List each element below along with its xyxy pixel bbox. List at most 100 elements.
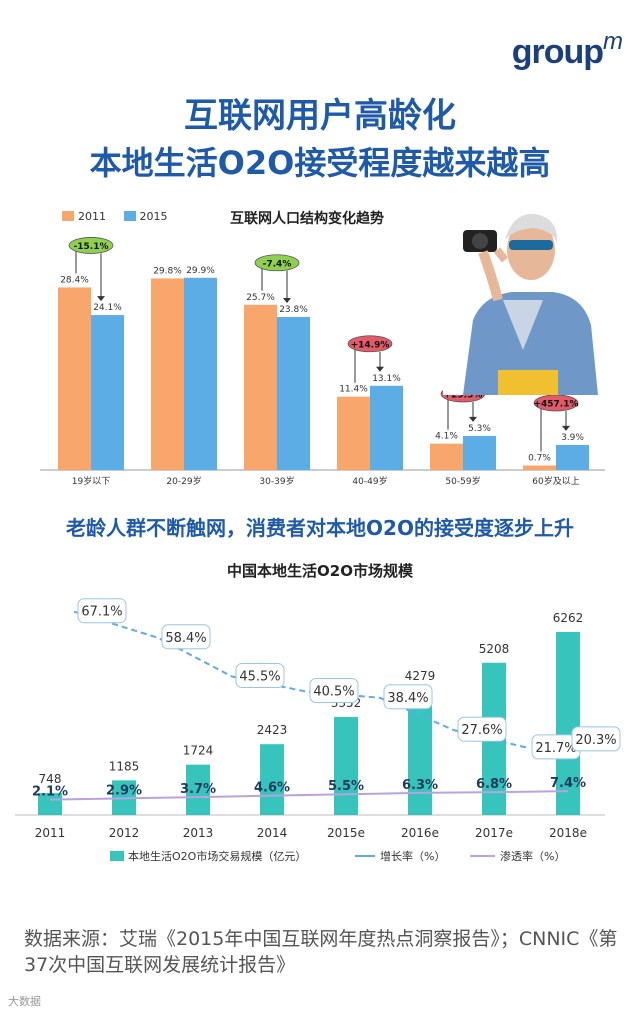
market-bar-2014 xyxy=(260,744,284,815)
market-value-2018e: 6262 xyxy=(553,611,584,625)
bar-2011-60岁及以上 xyxy=(523,465,556,470)
bar-2015-40-49岁 xyxy=(370,385,403,470)
change-arrowhead-19岁以下 xyxy=(97,296,105,302)
year-2017e: 2017e xyxy=(475,826,513,840)
change-label-60岁及以上: +457.1% xyxy=(533,399,578,409)
data-source: 数据来源：艾瑞《2015年中国互联网年度热点洞察报告》；CNNIC《第37次中国… xyxy=(24,928,618,976)
category-60岁及以上: 60岁及以上 xyxy=(532,475,579,487)
legend-market: 本地生活O2O市场交易规模（亿元） xyxy=(128,849,306,863)
change-arrowhead-30-39岁 xyxy=(283,298,291,303)
bar-2011-40-49岁 xyxy=(337,396,370,470)
bar-2015-20-29岁 xyxy=(184,277,217,470)
headline-line2: 本地生活O2O接受程度越来越高 xyxy=(89,144,551,182)
extra-box xyxy=(571,726,621,752)
bar-2015-30-39岁 xyxy=(277,317,310,470)
bar-2011-50-59岁 xyxy=(430,443,463,470)
bar-2011-19岁以下 xyxy=(58,287,91,470)
label-2015-19岁以下: 24.1% xyxy=(93,303,122,313)
groupm-logo: groupm xyxy=(511,28,623,71)
year-2013: 2013 xyxy=(183,826,214,840)
age-structure-chart: 28.4% 24.1% 19岁以下 -15.1% 29.8% 29.9% 20-29岁 25.… xyxy=(40,237,605,487)
market-bar-2013 xyxy=(186,764,210,815)
growth-label-2012: 67.1% xyxy=(81,605,122,620)
category-19岁以下: 19岁以下 xyxy=(72,475,110,487)
legend-growth: 增长率（%） xyxy=(380,849,445,863)
penetration-label-2018e: 7.4% xyxy=(550,776,586,791)
change-label-30-39岁: -7.4% xyxy=(263,259,292,269)
change-arrowhead-40-49岁 xyxy=(376,366,384,372)
headline-line1: 互联网用户高龄化 xyxy=(184,96,456,136)
growth-box-2015e xyxy=(309,678,359,703)
mid-caption: 老龄人群不断触网，消费者对本地O2O的接受度逐步上升 xyxy=(66,516,574,540)
market-bar-2018e xyxy=(556,631,580,815)
category-50-59岁: 50-59岁 xyxy=(445,475,480,487)
year-2011: 2011 xyxy=(35,826,66,840)
growth-label-2016e: 38.4% xyxy=(387,691,428,706)
change-arrowhead-60岁及以上 xyxy=(562,425,570,431)
bar-2015-50-59岁 xyxy=(463,435,496,470)
growth-label-2014: 45.5% xyxy=(239,670,280,685)
penetration-label-2011: 2.1% xyxy=(32,785,68,800)
penetration-line xyxy=(49,790,569,801)
label-2011-40-49岁: 11.4% xyxy=(339,385,368,395)
penetration-label-2012: 2.9% xyxy=(106,783,142,798)
watermark: 大数据 xyxy=(8,995,41,1008)
chart1-title: 互联网人口结构变化趋势 xyxy=(230,211,384,227)
label-2011-60岁及以上: 0.7% xyxy=(528,454,551,464)
category-30-39岁: 30-39岁 xyxy=(259,475,294,487)
category-40-49岁: 40-49岁 xyxy=(352,475,387,487)
penetration-label-2016e: 6.3% xyxy=(402,778,438,793)
change-label-50-59岁: +29.3% xyxy=(444,390,483,400)
market-value-2011: 748 xyxy=(39,772,62,786)
penetration-label-2013: 3.7% xyxy=(180,782,216,797)
change-badge-40-49岁 xyxy=(347,335,393,353)
market-value-2017e: 5208 xyxy=(479,642,510,656)
bar-2015-19岁以下 xyxy=(91,315,124,470)
bar-2011-20-29岁 xyxy=(151,278,184,470)
growth-label-2017e: 27.6% xyxy=(461,723,502,738)
change-badge-19岁以下 xyxy=(68,237,114,254)
bar-2011-30-39岁 xyxy=(244,304,277,470)
market-bar-2015e xyxy=(334,717,358,815)
growth-box-2017e xyxy=(457,716,507,742)
year-2018e: 2018e xyxy=(549,826,587,840)
market-value-2016e: 4279 xyxy=(405,669,436,683)
bar-2015-60岁及以上 xyxy=(556,444,589,470)
o2o-market-chart: 748201111852012172420132423201433522015e… xyxy=(15,598,621,863)
growth-line xyxy=(73,610,529,749)
chart2-title: 中国本地生活O2O市场规模 xyxy=(227,562,413,580)
legend-penetration: 渗透率（%） xyxy=(500,849,565,863)
label-2011-50-59岁: 4.1% xyxy=(435,432,458,442)
penetration-label-2017e: 6.8% xyxy=(476,777,512,792)
growth-label-2018e: 21.7% xyxy=(535,741,576,756)
legend-market-swatch xyxy=(110,851,124,861)
penetration-label-2014: 4.6% xyxy=(254,781,290,796)
label-2015-60岁及以上: 3.9% xyxy=(561,433,584,443)
growth-box-2013 xyxy=(161,624,211,650)
change-label-19岁以下: -15.1% xyxy=(74,242,109,252)
market-value-2012: 1185 xyxy=(109,759,140,773)
change-badge-30-39岁 xyxy=(254,254,300,272)
growth-box-2014 xyxy=(235,663,285,688)
legend-2011: 2011 xyxy=(78,210,106,223)
year-2014: 2014 xyxy=(257,826,288,840)
year-2016e: 2016e xyxy=(401,826,439,840)
label-2011-19岁以下: 28.4% xyxy=(60,275,89,285)
label-2015-20-29岁: 29.9% xyxy=(186,266,215,276)
year-2015e: 2015e xyxy=(327,826,365,840)
label-2015-50-59岁: 5.3% xyxy=(468,424,491,434)
market-value-2013: 1724 xyxy=(183,744,214,758)
change-label-40-49岁: +14.9% xyxy=(351,340,390,350)
label-2015-30-39岁: 23.8% xyxy=(279,305,308,315)
year-2012: 2012 xyxy=(109,826,140,840)
category-20-29岁: 20-29岁 xyxy=(166,475,201,487)
market-value-2014: 2423 xyxy=(257,723,288,737)
label-2015-40-49岁: 13.1% xyxy=(372,374,401,384)
growth-label-2013: 58.4% xyxy=(165,631,206,646)
growth-box-2012 xyxy=(77,598,127,624)
penetration-label-2015e: 5.5% xyxy=(328,779,364,794)
elderly-photographer-image xyxy=(443,200,603,395)
change-arrowhead-50-59岁 xyxy=(469,416,477,422)
chart1-legend: 2011 2015 xyxy=(62,210,182,223)
legend-2015: 2015 xyxy=(139,210,168,223)
